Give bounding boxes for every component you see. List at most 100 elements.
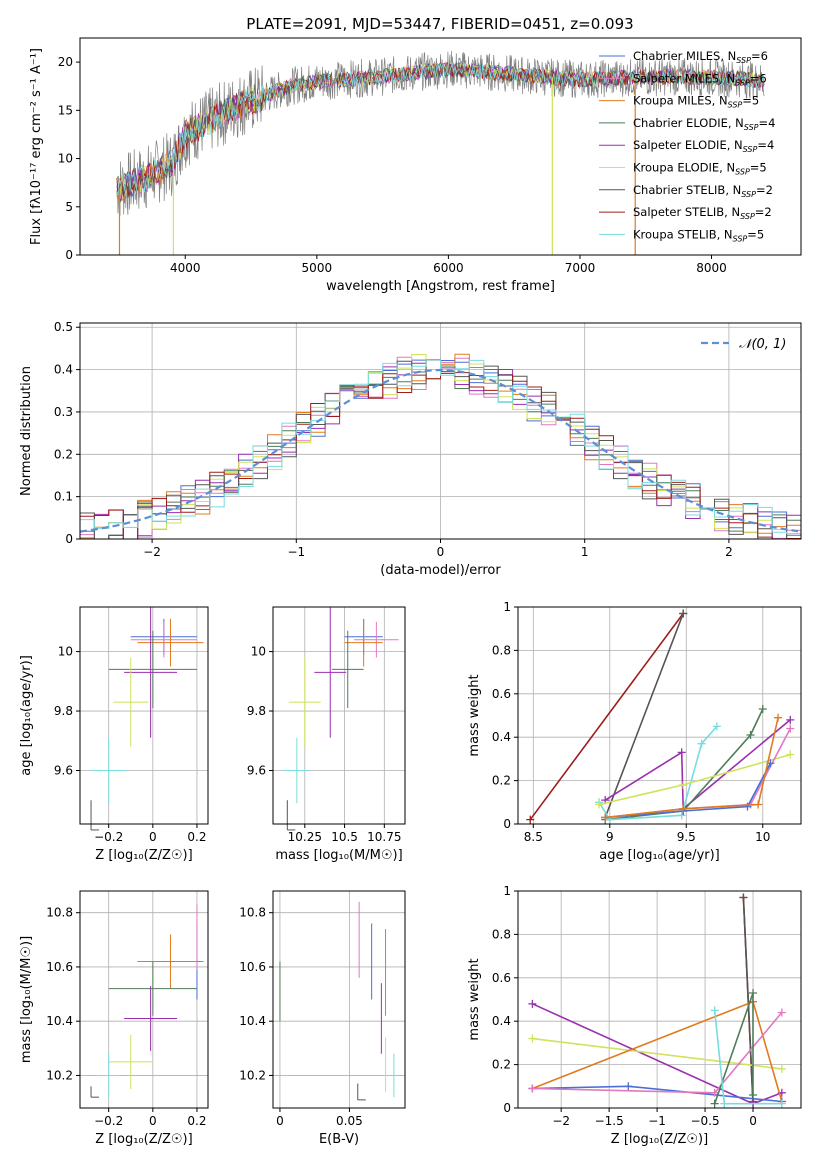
y-tick-label: 0.4: [492, 730, 511, 744]
y-axis-label: Flux [fλ10⁻¹⁷ erg cm⁻² s⁻¹ A⁻¹]: [29, 48, 44, 245]
y-tick-label: 0: [503, 817, 511, 831]
x-tick-label: −2: [143, 545, 161, 559]
y-tick-label: 0.2: [54, 447, 73, 461]
x-axis-label: Z [log₁₀(Z/Z☉)]: [95, 848, 192, 863]
x-tick-label: 0.05: [336, 1114, 363, 1128]
x-tick-label: 9.5: [677, 830, 696, 844]
x-tick-label: 8000: [696, 261, 727, 275]
x-tick-label: −1: [648, 1114, 666, 1128]
y-tick-label: 0: [65, 248, 73, 262]
model-line-salpeter_stelib: [116, 62, 765, 197]
legend-label-chabrier_miles: Chabrier MILES, NSSP=6: [633, 49, 768, 65]
legend-label-kroupa_stelib: Kroupa STELIB, NSSP=5: [633, 227, 764, 243]
legend-label-kroupa_elodie: Kroupa ELODIE, NSSP=5: [633, 161, 767, 177]
x-tick-label: 10.75: [367, 830, 401, 844]
legend-label-normal: 𝒩(0, 1): [739, 337, 786, 352]
panel-weight-vs-Z: −2 −1.5 −1 −0.5 0 0 0.2 0.4 0.6 0.8 1 Z [log₁₀(Z/Z☉…: [467, 884, 802, 1147]
weight-point-kroupa_miles: [601, 813, 610, 822]
x-axis-label: (data-model)/error: [380, 563, 501, 578]
y-axis-label: mass weight: [467, 958, 482, 1040]
weight-point-kroupa_stelib: [777, 1099, 786, 1108]
y-tick-label: 10.2: [46, 1068, 73, 1082]
y-tick-label: 0.8: [492, 643, 511, 657]
axes-frame: [79, 37, 802, 256]
axes-frame: [272, 890, 406, 1109]
axes-frame: [272, 606, 406, 825]
x-tick-label: 0.2: [187, 1114, 206, 1128]
axes-frame: [79, 890, 209, 1109]
x-tick-label: 8.5: [524, 830, 543, 844]
y-tick-label: 0.4: [492, 1014, 511, 1028]
x-axis-label: Z [log₁₀(Z/Z☉)]: [95, 1132, 192, 1147]
axes-frame: [79, 606, 209, 825]
x-tick-label: 0: [749, 1114, 757, 1128]
panel-mass-vs-ebv: 0 0.05 10.2 10.4 10.6 10.8 E(B-V): [239, 890, 406, 1147]
weight-point-salpeter_miles: [710, 1088, 719, 1097]
weight-point-kroupa_stelib: [677, 811, 686, 820]
x-axis-label: wavelength [Angstrom, rest frame]: [326, 279, 555, 294]
y-tick-label: 15: [58, 103, 73, 117]
y-tick-label: 0.6: [492, 687, 511, 701]
weight-point-kroupa_stelib: [712, 722, 721, 731]
x-tick-label: 10: [755, 830, 770, 844]
y-tick-label: 0.4: [54, 363, 73, 377]
y-axis-label: mass [log₁₀(M/M☉)]: [19, 936, 34, 1063]
weight-point-salpeter_miles: [786, 724, 795, 733]
weight-point-chabrier_miles: [743, 802, 752, 811]
y-tick-label: 0.5: [54, 320, 73, 334]
x-tick-label: 1: [581, 545, 589, 559]
weight-point-salpeter_elodie: [786, 715, 795, 724]
weight-line-kroupa_elodie: [532, 1037, 782, 1070]
x-tick-label: 7000: [565, 261, 596, 275]
legend-label-chabrier_elodie: Chabrier ELODIE, NSSP=4: [633, 116, 775, 132]
weight-point-chabrier_elodie: [749, 988, 758, 997]
model-line-chabrier_stelib: [116, 62, 765, 203]
y-tick-label: 10.2: [239, 1068, 266, 1082]
weight-point-chabrier_elodie: [758, 704, 767, 713]
weight-point-kroupa_miles: [754, 800, 763, 809]
weight-point-salpeter_elodie: [528, 999, 537, 1008]
x-tick-label: −1.5: [595, 1114, 624, 1128]
weight-point-kroupa_stelib: [710, 1006, 719, 1015]
y-tick-label: 0.6: [492, 971, 511, 985]
weight-line-chabrier_stelib: [742, 897, 754, 1102]
x-tick-label: 0: [149, 1114, 157, 1128]
x-tick-label: 10.25: [288, 830, 322, 844]
axes-frame: [517, 606, 802, 825]
weight-line-kroupa_miles: [605, 717, 779, 819]
x-axis-label: Z [log₁₀(Z/Z☉)]: [611, 1132, 708, 1147]
y-tick-label: 10.6: [46, 960, 73, 974]
x-tick-label: −1: [287, 545, 305, 559]
x-tick-label: 0: [149, 830, 157, 844]
y-axis-label: mass weight: [467, 674, 482, 756]
weight-point-kroupa_elodie: [528, 1034, 537, 1043]
x-axis-label: mass [log₁₀(M/M☉)]: [275, 848, 402, 863]
legend-label-salpeter_miles: Salpeter MILES, NSSP=6: [633, 71, 767, 87]
y-tick-label: 0: [503, 1101, 511, 1115]
weight-point-chabrier_stelib: [679, 609, 688, 618]
y-tick-label: 10.8: [239, 906, 266, 920]
x-tick-label: 10.5: [331, 830, 358, 844]
weight-line-salpeter_elodie: [604, 719, 791, 811]
legend-label-chabrier_stelib: Chabrier STELIB, NSSP=2: [633, 183, 773, 199]
x-tick-label: 6000: [433, 261, 464, 275]
y-tick-label: 9.6: [54, 763, 73, 777]
legend-label-kroupa_miles: Kroupa MILES, NSSP=5: [633, 94, 759, 110]
weight-point-kroupa_stelib: [720, 1099, 729, 1108]
weight-point-chabrier_elodie: [749, 1090, 758, 1099]
x-tick-label: −0.5: [690, 1114, 719, 1128]
weight-point-chabrier_elodie: [710, 1099, 719, 1108]
weight-point-kroupa_miles: [679, 804, 688, 813]
model-line-kroupa_stelib: [116, 62, 765, 196]
y-tick-label: 9.8: [247, 704, 266, 718]
y-tick-label: 10.4: [239, 1014, 266, 1028]
y-tick-label: 20: [58, 55, 73, 69]
x-tick-label: 9: [606, 830, 614, 844]
axes-frame: [517, 890, 802, 1109]
weight-point-chabrier_stelib: [739, 893, 748, 902]
x-tick-label: 0: [437, 545, 445, 559]
x-tick-label: 2: [725, 545, 733, 559]
histogram-kroupa_stelib: [80, 359, 801, 539]
weight-point-kroupa_elodie: [777, 1064, 786, 1073]
